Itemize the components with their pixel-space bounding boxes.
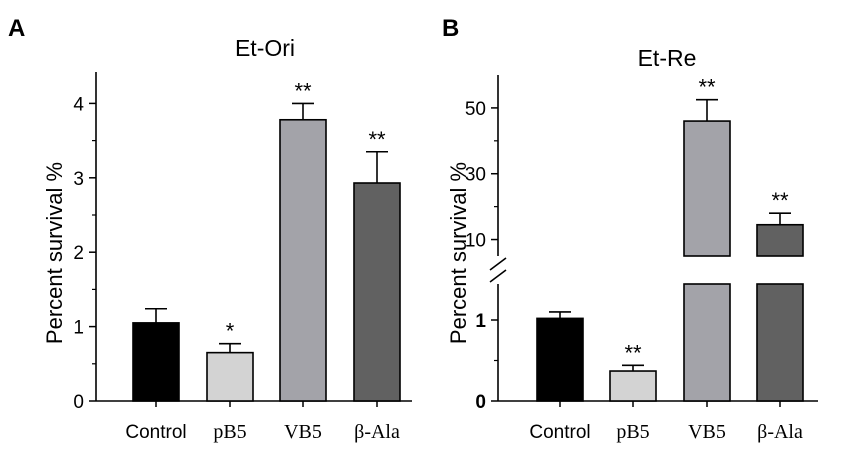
bar-vb5-upper [683,120,731,257]
axis-break-mark [489,269,507,283]
x-tick-label: pB5 [616,421,649,443]
y-tick-label: 0 [475,392,486,413]
panel-letter-b: B [442,15,459,42]
chart-b-plot: 0 1 10 30 50 Control pB5 ** VB5 ** β-Ala ** [465,75,818,443]
x-tick-label: β-Ala [354,421,400,443]
y-tick-label: 2 [73,243,84,264]
bar-pb5 [609,370,657,402]
y-tick-label: 30 [465,165,486,186]
y-tick-label: 10 [465,231,486,252]
y-tick-label: 4 [73,94,84,115]
y-tick-label: 1 [475,311,486,332]
y-axis-label-b: Percent survival % [446,162,471,344]
chart-a-plot: 0 1 2 3 4 Control pB5 * VB5 ** β-Ala ** [73,72,412,443]
significance-marker: ** [294,78,312,103]
significance-marker: ** [368,127,386,152]
significance-marker: ** [624,340,642,365]
panel-letter-a: A [8,15,25,42]
x-tick-label: pB5 [213,421,246,443]
bar-ala-upper [756,223,804,257]
x-tick-label: Control [529,422,590,443]
y-tick-label: 50 [465,99,486,120]
y-tick-label: 0 [73,392,84,413]
bar-ala-lower [756,283,804,402]
bar-pb5 [206,351,254,402]
bar-vb5-lower [683,283,731,402]
axis-break-mark [489,257,507,271]
x-tick-label: VB5 [688,421,726,443]
bar-control [132,322,180,402]
bar-ala [353,182,401,402]
significance-marker: ** [698,75,716,100]
x-tick-label: VB5 [284,421,322,443]
y-axis-label-a: Percent survival % [42,162,67,344]
significance-marker: ** [771,188,789,213]
chart-title-b: Et-Re [638,45,697,71]
bar-vb5 [279,118,327,402]
x-tick-label: β-Ala [757,421,803,443]
y-tick-label: 3 [73,169,84,190]
bar-control [536,317,584,402]
x-tick-label: Control [125,422,186,443]
y-tick-label: 1 [73,318,84,339]
chart-title-a: Et-Ori [235,35,295,61]
significance-marker: * [226,319,235,344]
